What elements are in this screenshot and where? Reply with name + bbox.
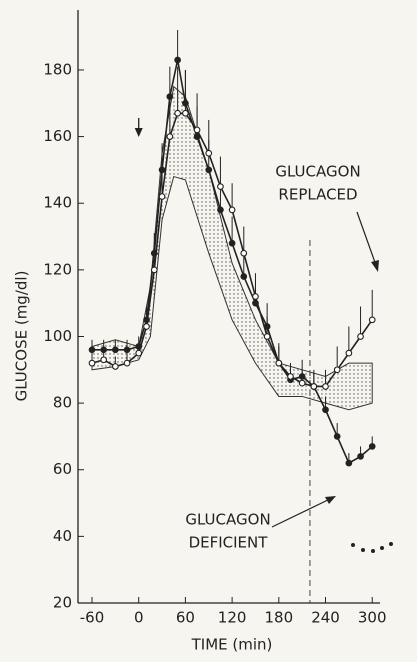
- point: [228, 239, 236, 247]
- y-tick-label: 180: [43, 60, 72, 78]
- point: [345, 349, 353, 357]
- point: [368, 316, 376, 324]
- annotation-arrow: [271, 497, 333, 528]
- point: [333, 366, 341, 374]
- point: [298, 379, 306, 387]
- point: [123, 346, 131, 354]
- band: [91, 85, 373, 411]
- point: [357, 453, 364, 460]
- annotation: DEFICIENT: [189, 534, 269, 552]
- point: [263, 333, 271, 340]
- point: [252, 293, 259, 300]
- x-tick-label: 60: [176, 609, 195, 627]
- point: [174, 109, 181, 117]
- point: [100, 356, 108, 364]
- point: [143, 323, 150, 330]
- point: [217, 206, 224, 214]
- point: [112, 363, 119, 370]
- arrow-head: [134, 128, 143, 137]
- x-tick-label: 180: [264, 609, 293, 627]
- point: [150, 266, 158, 274]
- point: [123, 359, 131, 367]
- point: [182, 109, 189, 117]
- x-tick-label: 240: [311, 609, 340, 627]
- y-tick-label: 120: [43, 260, 72, 278]
- point: [345, 459, 353, 467]
- annotation: GLUCAGON: [275, 163, 360, 181]
- point: [333, 433, 341, 440]
- point: [88, 346, 96, 354]
- point: [205, 149, 213, 157]
- annotation: REPLACED: [278, 186, 357, 204]
- x-tick-label: 0: [134, 609, 144, 627]
- y-tick-label: 60: [53, 460, 72, 478]
- point: [287, 373, 294, 380]
- point: [88, 359, 96, 367]
- point: [158, 193, 166, 200]
- x-tick-label: 120: [218, 609, 247, 627]
- point: [322, 406, 329, 414]
- point: [174, 56, 181, 64]
- x-tick-label: 300: [358, 609, 387, 627]
- point: [310, 383, 318, 390]
- point: [112, 346, 119, 354]
- arrow-head: [371, 260, 379, 272]
- y-tick-label: 40: [53, 527, 72, 545]
- point: [368, 443, 376, 450]
- x-axis-label: TIME (min): [191, 636, 273, 654]
- point: [275, 359, 283, 367]
- point: [240, 249, 248, 257]
- x-tick-label: -60: [80, 609, 105, 627]
- y-tick-label: 100: [43, 327, 72, 345]
- point: [205, 166, 213, 174]
- y-tick-label: 140: [43, 194, 72, 212]
- annotation: GLUCAGON: [185, 511, 270, 529]
- point: [135, 349, 143, 357]
- point: [357, 333, 364, 340]
- y-tick-label: 80: [53, 394, 72, 412]
- annotation-arrow: [356, 211, 378, 269]
- y-axis-label: GLUCOSE (mg/dl): [13, 271, 31, 402]
- point: [217, 183, 224, 190]
- point: [322, 383, 329, 390]
- y-tick-label: 20: [53, 594, 72, 612]
- y-tick-label: 160: [43, 127, 72, 145]
- arrow-head: [325, 496, 336, 504]
- point: [240, 273, 248, 280]
- point: [166, 133, 174, 140]
- point: [228, 206, 236, 214]
- point: [193, 126, 201, 134]
